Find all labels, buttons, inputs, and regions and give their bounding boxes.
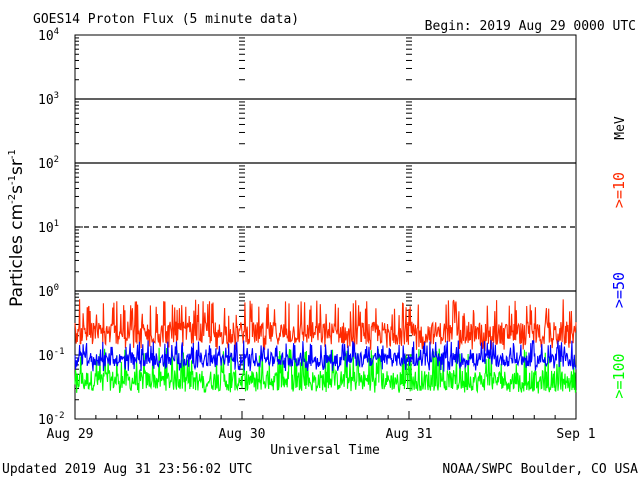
series-line-1 (74, 340, 577, 372)
legend-ge10: >=10 (610, 172, 628, 208)
chart-title: GOES14 Proton Flux (5 minute data) (33, 12, 299, 27)
x-tick-aug29: Aug 29 (47, 427, 94, 442)
y-tick-label: 101 (38, 219, 59, 236)
y-tick-label: 103 (38, 91, 59, 108)
legend-ge100: >=100 (610, 353, 628, 398)
legend-ge50: >=50 (610, 272, 628, 308)
y-tick-label: 100 (38, 283, 59, 300)
grid-lines (75, 98, 576, 292)
series-layer (74, 299, 577, 394)
y-tick-label: 10-2 (38, 411, 65, 428)
updated-timestamp: Updated 2019 Aug 31 23:56:02 UTC (2, 462, 252, 477)
x-axis-label: Universal Time (270, 443, 380, 458)
legend-unit-mev: MeV (613, 116, 628, 140)
y-tick-label: 10-1 (38, 347, 65, 364)
series-line-0 (74, 299, 577, 352)
y-tick-labels: 104 103 102 101 100 10-1 10-2 (38, 27, 65, 428)
y-tick-label: 104 (38, 27, 59, 44)
begin-time: Begin: 2019 Aug 29 0000 UTC (425, 19, 636, 34)
y-axis-label: Particles cm-2s-1sr-1 (7, 149, 27, 307)
credit-text: NOAA/SWPC Boulder, CO USA (442, 462, 638, 477)
x-tick-aug31: Aug 31 (386, 427, 433, 442)
x-tick-sep1: Sep 1 (556, 427, 595, 442)
x-tick-aug30: Aug 30 (219, 427, 266, 442)
y-tick-label: 102 (38, 155, 59, 172)
